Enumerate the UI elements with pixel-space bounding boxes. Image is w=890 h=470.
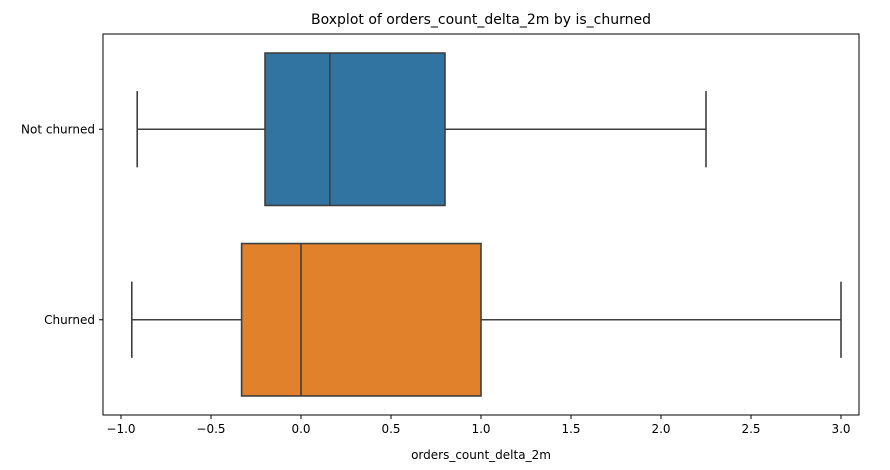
y-tick-label: Churned bbox=[44, 313, 95, 327]
x-tick-label: 2.5 bbox=[741, 422, 760, 436]
x-axis-label: orders_count_delta_2m bbox=[411, 448, 551, 462]
iqr-box bbox=[240, 242, 482, 397]
x-tick-label: 1.5 bbox=[561, 422, 580, 436]
iqr-box bbox=[264, 52, 446, 207]
box-group-not-churned bbox=[136, 52, 707, 207]
box-group-churned bbox=[131, 242, 842, 397]
axes: Not churned Churned −1.0 −0.5 0.0 0.5 1.0 1.5 2.… bbox=[21, 122, 851, 436]
x-tick-label: 0.5 bbox=[381, 422, 400, 436]
chart-title: Boxplot of orders_count_delta_2m by is_c… bbox=[311, 12, 651, 28]
plot-area bbox=[131, 52, 842, 397]
y-tick-label: Not churned bbox=[21, 122, 95, 136]
x-tick-label: 1.0 bbox=[471, 422, 490, 436]
x-tick-label: 2.0 bbox=[651, 422, 670, 436]
x-tick-label: 3.0 bbox=[831, 422, 850, 436]
x-tick-label: 0.0 bbox=[291, 422, 310, 436]
x-tick-label: −0.5 bbox=[196, 422, 225, 436]
x-tick-label: −1.0 bbox=[106, 422, 135, 436]
